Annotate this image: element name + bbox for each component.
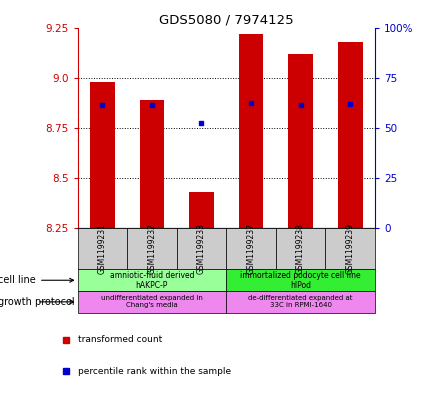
Bar (325, 228, 374, 270)
Bar (77, 291, 226, 313)
Text: undifferentiated expanded in
Chang's media: undifferentiated expanded in Chang's med… (101, 296, 203, 309)
Text: transformed count: transformed count (78, 335, 162, 344)
Bar (275, 228, 325, 270)
Bar (90, 82, 114, 228)
Text: de-differentiated expanded at
33C in RPMI-1640: de-differentiated expanded at 33C in RPM… (248, 296, 352, 309)
Text: GSM1199232: GSM1199232 (147, 223, 156, 274)
Bar (288, 53, 312, 228)
Text: GSM1199237: GSM1199237 (246, 223, 255, 274)
Bar (189, 192, 213, 228)
Text: GSM1199239: GSM1199239 (345, 223, 354, 274)
Text: amniotic-fluid derived
hAKPC-P: amniotic-fluid derived hAKPC-P (109, 270, 194, 290)
Bar (77, 228, 127, 270)
Bar (77, 270, 226, 291)
Text: GSM1199238: GSM1199238 (295, 223, 304, 274)
Text: cell line: cell line (0, 275, 74, 285)
Bar (238, 33, 263, 228)
Bar (176, 228, 226, 270)
Title: GDS5080 / 7974125: GDS5080 / 7974125 (159, 13, 293, 26)
Bar (139, 100, 164, 228)
Text: immortalized podocyte cell line
hIPod: immortalized podocyte cell line hIPod (240, 270, 360, 290)
Text: GSM1199233: GSM1199233 (197, 223, 206, 274)
Bar (127, 228, 176, 270)
Text: growth protocol: growth protocol (0, 297, 75, 307)
Bar (226, 270, 374, 291)
Bar (337, 42, 362, 228)
Bar (226, 291, 374, 313)
Bar (226, 228, 275, 270)
Text: percentile rank within the sample: percentile rank within the sample (78, 367, 231, 376)
Text: GSM1199231: GSM1199231 (98, 223, 107, 274)
